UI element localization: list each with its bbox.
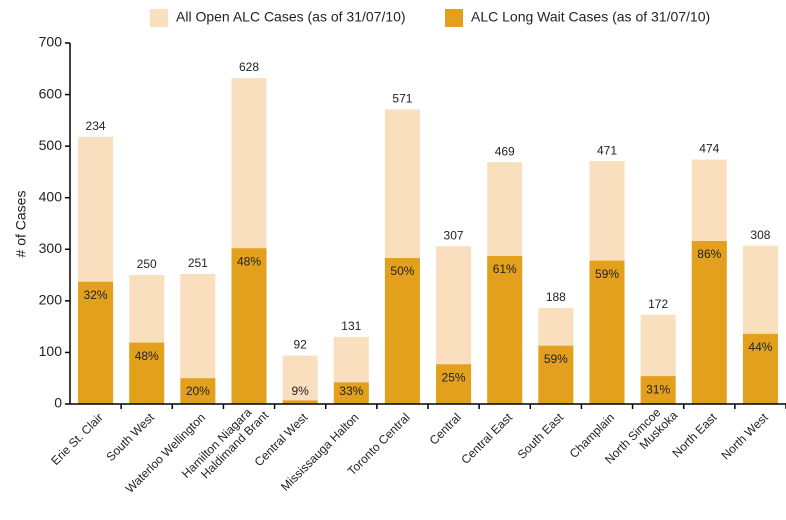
y-tick-label: 600 xyxy=(39,85,63,101)
bar-label: 9% xyxy=(291,384,309,398)
bar-label: 50% xyxy=(390,264,414,278)
bar-label: 20% xyxy=(186,384,210,398)
x-tick-label: Central xyxy=(427,410,464,447)
x-tick-label-line: South West xyxy=(103,410,157,464)
bar-label: 31% xyxy=(646,382,670,396)
top-label: 571 xyxy=(392,92,412,106)
bar-label: 25% xyxy=(442,370,466,384)
bar xyxy=(691,241,727,404)
y-tick-label: 0 xyxy=(54,395,62,411)
bar-label: 59% xyxy=(595,267,619,281)
top-label: 471 xyxy=(597,143,617,157)
bar xyxy=(333,382,369,404)
bar xyxy=(180,378,216,404)
bar-label: 48% xyxy=(135,349,159,363)
bar xyxy=(487,255,523,404)
bar-label: 61% xyxy=(493,262,517,276)
top-label: 251 xyxy=(188,256,208,270)
x-tick-label-line: Central East xyxy=(458,410,515,467)
bar-label: 86% xyxy=(697,247,721,261)
bar xyxy=(78,281,114,404)
top-label: 474 xyxy=(699,142,719,156)
y-tick-label: 100 xyxy=(39,343,63,359)
bar xyxy=(589,260,625,404)
x-tick-label: North West xyxy=(719,410,772,463)
legend-label: ALC Long Wait Cases (as of 31/07/10) xyxy=(471,9,710,25)
top-label: 131 xyxy=(341,319,361,333)
bar xyxy=(436,364,472,404)
x-tick-label: Hamilton NiagaraHaldimand Brant xyxy=(179,398,272,491)
top-label: 469 xyxy=(495,144,515,158)
top-label: 628 xyxy=(239,60,259,74)
bar-label: 48% xyxy=(237,254,261,268)
top-label: 234 xyxy=(86,119,106,133)
top-label: 172 xyxy=(648,297,668,311)
bar-label: 33% xyxy=(339,384,363,398)
x-tick-label: Central East xyxy=(458,410,515,467)
bar xyxy=(384,258,420,404)
x-tick-label: North SimcoeMuskoka xyxy=(602,398,680,476)
top-label: 188 xyxy=(546,290,566,304)
y-tick-label: 500 xyxy=(39,137,63,153)
bar-label: 44% xyxy=(748,340,772,354)
y-tick-label: 300 xyxy=(39,240,63,256)
bar xyxy=(282,355,318,404)
x-tick-label-line: Erie St. Clair xyxy=(48,410,106,468)
y-tick-label: 700 xyxy=(39,34,63,50)
y-tick-label: 400 xyxy=(39,188,63,204)
x-tick-label: South East xyxy=(515,410,567,462)
bar xyxy=(742,333,778,404)
x-tick-label: Erie St. Clair xyxy=(48,410,106,468)
bar xyxy=(538,345,574,404)
top-label: 308 xyxy=(750,228,770,242)
bar xyxy=(129,342,165,404)
top-label: 92 xyxy=(293,338,307,352)
bar-label: 32% xyxy=(84,288,108,302)
x-tick-label-line: North West xyxy=(719,410,772,463)
bar xyxy=(282,400,318,404)
x-tick-label: South West xyxy=(103,410,157,464)
bar xyxy=(640,376,676,404)
top-label: 250 xyxy=(137,257,157,271)
x-tick-label-line: Central xyxy=(427,410,464,447)
top-label: 307 xyxy=(444,228,464,242)
legend-label: All Open ALC Cases (as of 31/07/10) xyxy=(176,9,406,25)
legend-swatch xyxy=(445,9,463,27)
bar xyxy=(231,248,267,404)
legend-swatch xyxy=(150,9,168,27)
y-tick-label: 200 xyxy=(39,292,63,308)
x-tick-label-line: South East xyxy=(515,410,567,462)
bar-label: 59% xyxy=(544,352,568,366)
y-axis-label: # of Cases xyxy=(13,191,29,258)
